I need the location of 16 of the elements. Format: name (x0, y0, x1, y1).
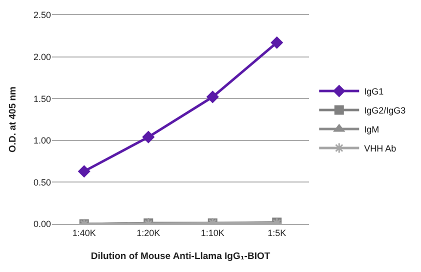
x-axis-title: Dilution of Mouse Anti-Llama IgG₁-BIOT (90, 250, 270, 262)
legend-label: IgG2/IgG3 (364, 106, 406, 116)
y-tick-label: 2.50 (33, 10, 51, 20)
y-axis-title: O.D. at 405 nm (8, 86, 19, 152)
y-tick-label: 1.50 (33, 94, 51, 104)
legend-label: VHH Ab (364, 144, 396, 154)
legend-label: IgG1 (364, 86, 384, 97)
x-tick-label: 1:10K (200, 228, 224, 238)
legend-label: IgM (364, 124, 380, 135)
y-tick-label: 0.00 (33, 219, 51, 230)
y-tick-label: 0.50 (33, 177, 51, 188)
x-tick-label: 1:40K (72, 228, 96, 238)
y-tick-label: 2.00 (33, 52, 51, 62)
y-tick-label: 1.00 (33, 136, 51, 146)
x-tick-label: 1:20K (136, 228, 160, 238)
x-tick-label: 1:5K (268, 228, 286, 238)
